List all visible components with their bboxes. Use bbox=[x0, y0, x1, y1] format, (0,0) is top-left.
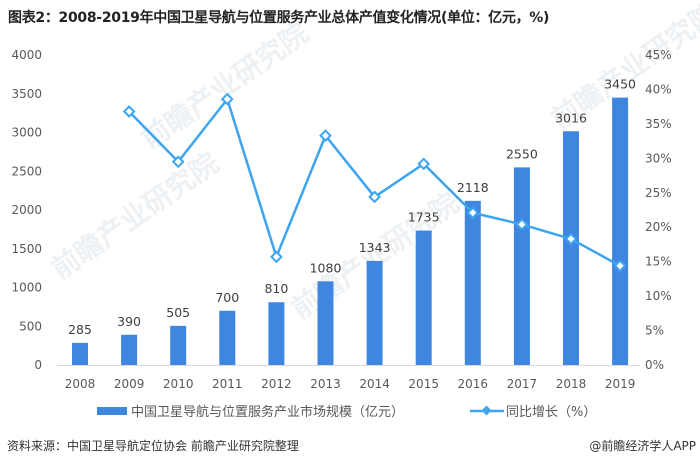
growth-point bbox=[220, 92, 234, 106]
legend-bar: 中国卫星导航与位置服务产业市场规模（亿元） bbox=[97, 401, 404, 420]
bar-data-label: 2550 bbox=[506, 146, 538, 161]
bar bbox=[268, 302, 285, 365]
bar bbox=[513, 167, 530, 365]
right-tick-label: 15% bbox=[645, 255, 672, 269]
right-tick-label: 30% bbox=[645, 151, 672, 165]
bar-data-label: 285 bbox=[68, 322, 92, 337]
bar bbox=[563, 131, 579, 365]
left-tick-label: 3500 bbox=[11, 87, 42, 101]
bar-data-label: 1080 bbox=[310, 260, 342, 275]
source-note: 资料来源：中国卫星导航定位协会 前瞻产业研究院整理 bbox=[7, 439, 299, 453]
growth-point bbox=[613, 259, 627, 273]
x-tick-label: 2009 bbox=[114, 377, 145, 391]
x-tick-label: 2013 bbox=[310, 377, 341, 391]
x-tick-label: 2018 bbox=[556, 377, 587, 391]
x-tick-label: 2008 bbox=[65, 377, 96, 391]
left-tick-label: 2000 bbox=[11, 203, 42, 217]
x-tick-label: 2011 bbox=[212, 377, 243, 391]
bar bbox=[121, 334, 138, 365]
right-tick-label: 25% bbox=[645, 186, 672, 200]
growth-point bbox=[319, 129, 332, 142]
legend-bar-label: 中国卫星导航与位置服务产业市场规模（亿元） bbox=[131, 405, 405, 420]
bar bbox=[72, 342, 88, 365]
right-tick-label: 5% bbox=[645, 324, 664, 338]
x-tick-label: 2016 bbox=[458, 377, 489, 391]
right-tick-label: 35% bbox=[645, 117, 672, 131]
bar bbox=[219, 310, 236, 365]
right-tick-label: 20% bbox=[645, 220, 672, 234]
growth-point bbox=[564, 232, 578, 246]
bar-data-label: 700 bbox=[215, 290, 239, 305]
bar bbox=[612, 97, 629, 365]
bar-data-label: 1343 bbox=[359, 240, 391, 255]
left-tick-label: 4000 bbox=[11, 48, 42, 62]
growth-point bbox=[417, 157, 431, 171]
x-tick-label: 2014 bbox=[359, 377, 390, 391]
legend-line-label: 同比增长（%） bbox=[506, 405, 597, 420]
bar-data-label: 2118 bbox=[457, 180, 489, 195]
bar bbox=[170, 325, 187, 365]
bar-data-label: 390 bbox=[117, 314, 141, 329]
bar-data-label: 3016 bbox=[555, 110, 587, 125]
left-tick-label: 3000 bbox=[11, 126, 42, 140]
x-tick-label: 2015 bbox=[408, 377, 439, 391]
bar bbox=[464, 200, 481, 365]
growth-point bbox=[171, 155, 185, 169]
right-tick-label: 10% bbox=[645, 289, 672, 303]
bar bbox=[415, 230, 432, 365]
legend-bar-swatch bbox=[97, 406, 127, 415]
growth-point bbox=[122, 105, 136, 118]
chart-title: 图表2：2008-2019年中国卫星导航与位置服务产业总体产值变化情况(单位：亿… bbox=[8, 10, 550, 26]
x-tick-label: 2019 bbox=[605, 377, 636, 391]
growth-point bbox=[466, 206, 480, 220]
left-tick-label: 2500 bbox=[11, 164, 42, 178]
bar-data-label: 1735 bbox=[408, 210, 440, 225]
legend-line-swatch bbox=[470, 405, 504, 415]
right-tick-label: 0% bbox=[645, 358, 664, 372]
bar-data-label: 810 bbox=[264, 281, 288, 296]
x-tick-label: 2012 bbox=[261, 377, 292, 391]
x-tick-label: 2010 bbox=[163, 377, 194, 391]
left-tick-label: 0 bbox=[34, 358, 42, 372]
watermark-text: 前瞻产业研究院 bbox=[45, 146, 224, 285]
growth-point bbox=[515, 218, 529, 231]
left-tick-label: 1500 bbox=[11, 242, 42, 256]
left-tick-label: 500 bbox=[19, 319, 42, 333]
bar bbox=[366, 260, 383, 365]
legend-line: 同比增长（%） bbox=[470, 401, 596, 420]
bar-data-label: 505 bbox=[166, 305, 190, 320]
x-tick-label: 2017 bbox=[507, 377, 538, 391]
right-tick-label: 40% bbox=[645, 82, 672, 96]
left-tick-label: 1000 bbox=[11, 281, 42, 295]
growth-point bbox=[270, 250, 283, 264]
growth-point bbox=[368, 190, 381, 204]
right-tick-label: 45% bbox=[645, 48, 672, 62]
brand-credit: @前瞻经济学人APP bbox=[589, 439, 696, 453]
bar bbox=[317, 281, 334, 365]
watermark-text: 前瞻产业研究院 bbox=[135, 16, 314, 155]
bar-data-label: 3450 bbox=[604, 77, 636, 92]
